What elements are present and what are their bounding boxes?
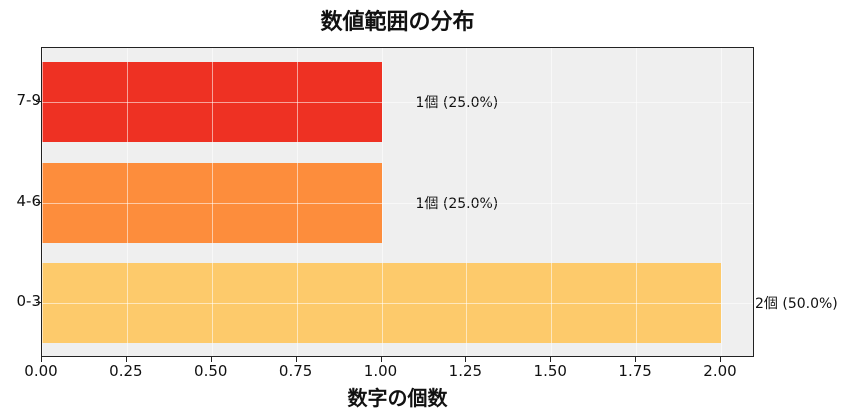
x-tick-mark [550,357,552,362]
x-tick-mark [125,357,127,362]
x-tick-mark [465,357,467,362]
x-tick-mark [210,357,212,362]
grid-line-vertical [211,48,213,356]
chart-title: 数値範囲の分布 [320,10,475,35]
x-tick-label: 1.50 [533,362,567,380]
x-tick-label: 1.25 [448,362,483,380]
x-tick-label: 0.25 [109,362,143,380]
grid-line-horizontal [42,303,753,304]
y-tick-label: 7-9 [16,91,42,109]
x-tick-label: 2.00 [703,362,737,380]
grid-line-vertical [551,48,553,356]
grid-line-horizontal [42,202,753,204]
x-tick-mark [41,357,42,362]
x-tick-label: 0.75 [278,362,313,380]
x-tick-label: 1.75 [618,362,652,380]
x-tick-mark [720,357,721,362]
grid-line-vertical [296,48,298,356]
y-tick-mark [36,201,41,203]
bar-value-label: 2個 (50.0%) [755,296,838,312]
grid-line-vertical [466,48,468,356]
grid-line-horizontal [42,102,753,103]
x-tick-label: 0.50 [194,362,228,380]
x-tick-mark [380,357,382,362]
y-tick-mark [36,302,41,303]
x-tick-mark [635,357,637,362]
grid-line-vertical [381,48,383,356]
grid-line-vertical [636,48,638,356]
y-tick-label: 0-3 [16,292,42,310]
plot-area: 2個 (50.0%) 1個 (25.0%) 1個 (25.0%) [41,47,838,357]
grid-line-vertical [42,48,43,356]
y-tick-mark [36,101,41,102]
x-tick-label: 1.00 [363,362,398,380]
x-axis-label: 数字の個数 [347,386,448,410]
bar-value-label: 1個 (25.0%) [415,95,499,111]
grid-line-vertical [126,48,128,356]
y-tick-label: 4-6 [16,191,42,210]
x-tick-mark [295,357,297,362]
grid-line-vertical [721,48,722,356]
bar-value-label: 1個 (25.0%) [415,195,499,212]
x-tick-label: 0.00 [24,362,58,380]
